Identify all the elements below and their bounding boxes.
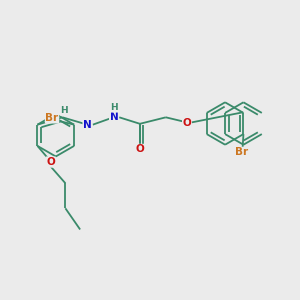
Text: H: H	[60, 106, 68, 115]
Text: Br: Br	[236, 147, 248, 158]
Text: O: O	[136, 144, 144, 154]
Text: Br: Br	[46, 113, 59, 123]
Text: N: N	[83, 120, 92, 130]
Text: N: N	[110, 112, 118, 122]
Text: H: H	[110, 103, 118, 112]
Text: O: O	[183, 118, 191, 128]
Text: O: O	[46, 157, 55, 167]
